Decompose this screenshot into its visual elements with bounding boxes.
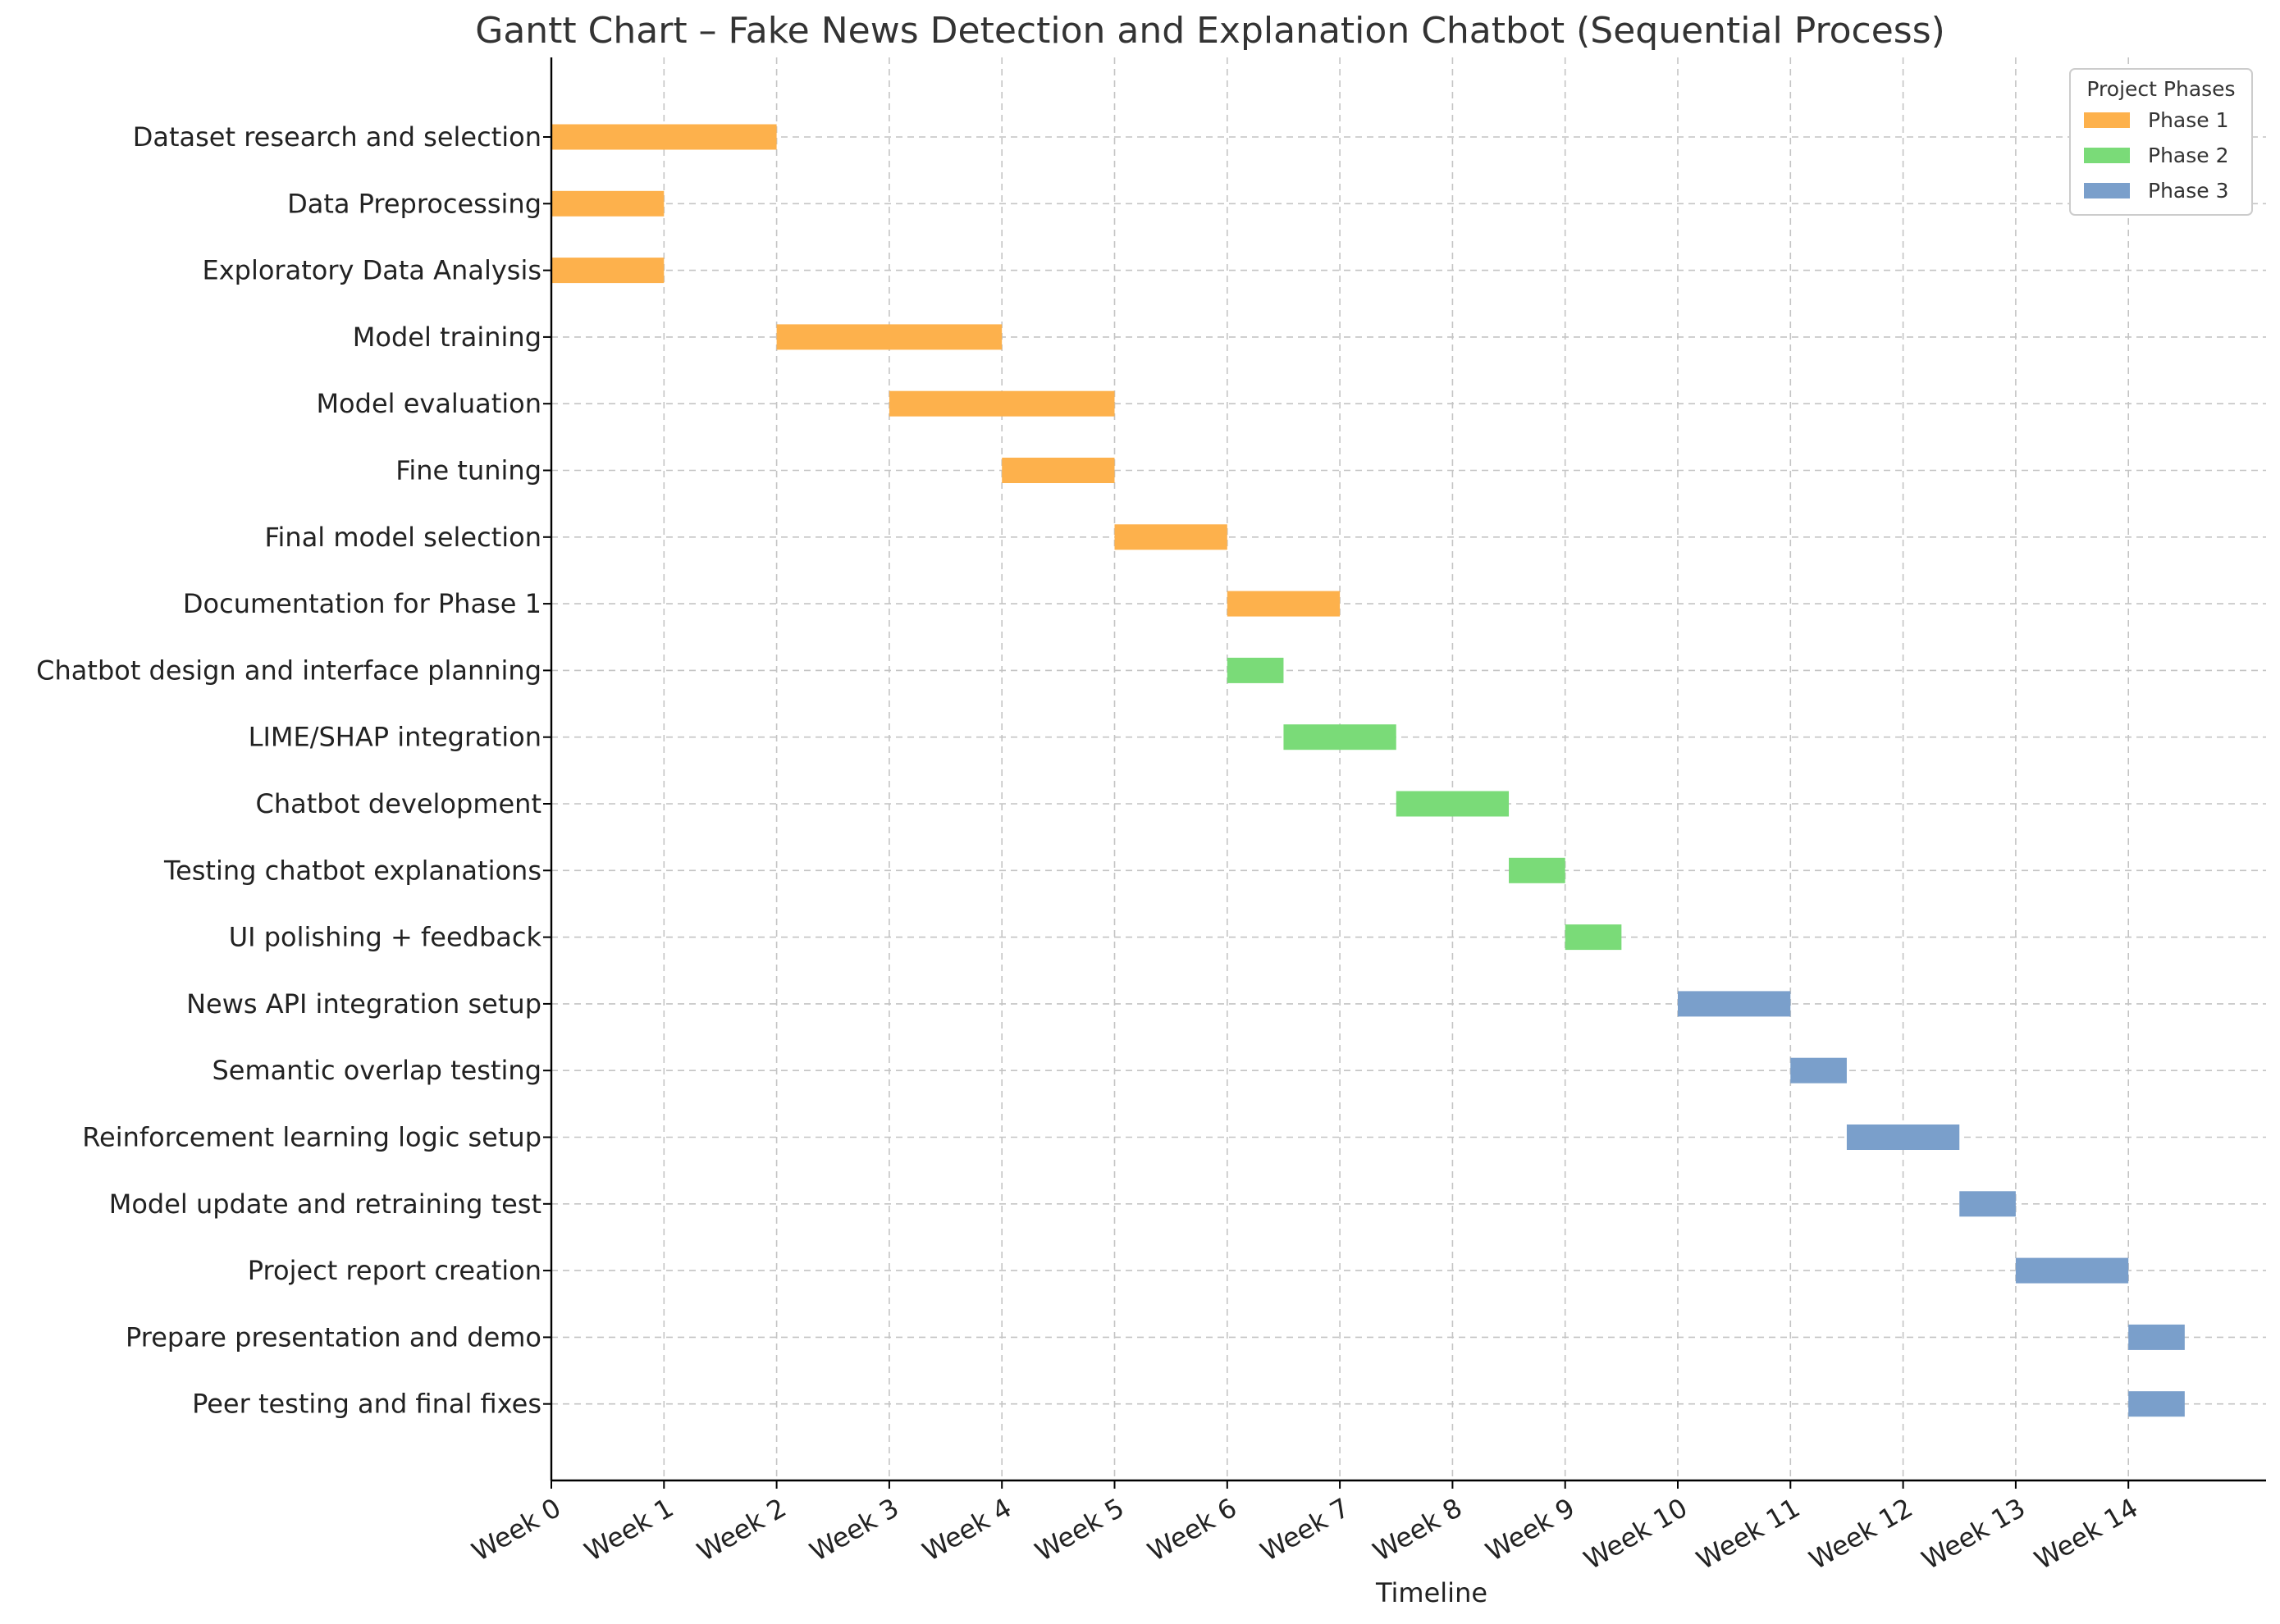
task-label: Final model selection [264,522,541,553]
legend: Project Phases Phase 1 Phase 2 Phase 3 [2069,68,2253,216]
task-label: Project report creation [248,1255,541,1286]
legend-label: Phase 3 [2148,179,2229,203]
legend-title: Project Phases [2086,77,2235,101]
x-tick-label: Week 9 [1480,1492,1579,1567]
task-bar [1678,991,1791,1017]
grid-lines [551,57,2266,1480]
legend-label: Phase 1 [2148,108,2229,132]
legend-swatch [2084,148,2130,163]
task-label: Chatbot development [256,788,541,819]
task-label: UI polishing + feedback [229,922,542,953]
x-tick-label: Week 8 [1368,1492,1467,1567]
x-tick-label: Week 10 [1579,1492,1693,1576]
x-tick-label: Week 4 [917,1492,1017,1567]
task-label: Model update and retraining test [109,1188,541,1220]
task-label: Model training [353,322,541,353]
x-tick-label: Week 13 [1917,1492,2031,1576]
task-bar [551,124,777,150]
legend-swatch [2084,112,2130,128]
task-label: News API integration setup [186,988,541,1020]
task-label: Peer testing and final fixes [192,1389,541,1420]
task-bar [776,324,1003,350]
axes [543,57,2266,1489]
task-label: Model evaluation [316,388,541,419]
x-tick-label: Week 14 [2029,1492,2143,1576]
x-tick-label: Week 2 [692,1492,791,1567]
y-tick-labels: Dataset research and selection Data Prepr… [36,121,541,1420]
task-bar [1396,791,1510,817]
x-tick-label: Week 3 [805,1492,904,1567]
legend-swatch [2084,183,2130,198]
task-bar [2128,1391,2185,1417]
x-tick-label: Week 0 [467,1492,566,1567]
task-bar [1283,724,1396,750]
task-bar [551,258,665,284]
task-label: Dataset research and selection [133,121,541,153]
task-bar [1959,1191,2016,1217]
task-bar [1227,591,1341,617]
task-label: Reinforcement learning logic setup [82,1122,541,1153]
x-tick-label: Week 11 [1691,1492,1805,1576]
task-bar [1114,524,1227,550]
legend-box [2069,68,2253,216]
x-tick-label: Week 12 [1804,1492,1918,1576]
x-tick-label: Week 7 [1255,1492,1355,1567]
x-tick-label: Week 1 [579,1492,679,1567]
task-label: Semantic overlap testing [212,1055,541,1086]
task-bar [1565,924,1622,951]
task-label: Exploratory Data Analysis [202,255,541,286]
task-bar [2128,1324,2185,1350]
x-tick-labels: Week 0 Week 1 Week 2 Week 3 Week 4 Week 5 Week… [467,1492,2144,1576]
task-label: Fine tuning [395,455,541,486]
task-bar [1509,857,1565,883]
task-label: Chatbot design and interface planning [36,655,541,686]
task-bar [1227,657,1284,683]
task-bar [551,190,665,217]
task-label: Data Preprocessing [287,188,541,219]
task-bar [1846,1124,1960,1150]
x-axis-label: Timeline [1375,1577,1487,1608]
task-label: Testing chatbot explanations [163,855,541,886]
x-tick-label: Week 5 [1030,1492,1129,1567]
task-label: Prepare presentation and demo [126,1321,541,1353]
task-label: Documentation for Phase 1 [183,588,541,619]
task-bars [551,124,2185,1417]
x-tick-label: Week 6 [1142,1492,1241,1567]
task-label: LIME/SHAP integration [249,722,541,753]
task-bar [1790,1057,1847,1083]
task-bar [889,390,1115,417]
chart-title: Gantt Chart – Fake News Detection and Ex… [475,10,1945,52]
task-bar [2015,1257,2129,1284]
legend-label: Phase 2 [2148,144,2229,167]
task-bar [1002,458,1115,483]
